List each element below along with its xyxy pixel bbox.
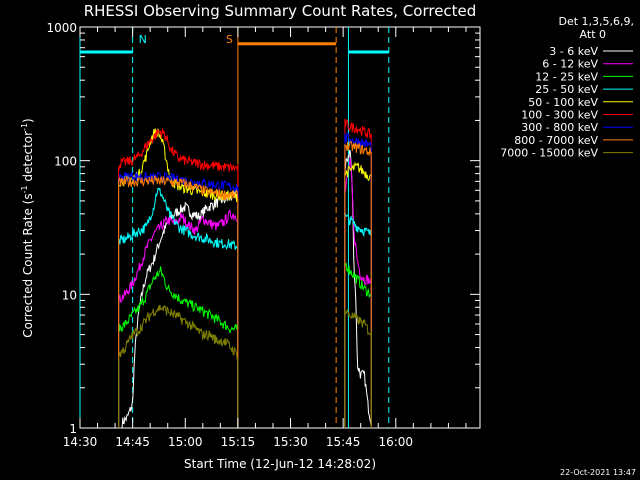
legend-header-line1: Det 1,3,5,6,9, (558, 15, 634, 28)
x-tick-label-4: 15:30 (273, 435, 308, 449)
x-tick-label-0: 14:30 (63, 435, 98, 449)
plot-border (79, 26, 481, 429)
series-25-50-kev-segment-0 (118, 188, 239, 428)
series-100-300-kev-segment-0 (118, 128, 239, 428)
series-300-800-kev-segment-1 (344, 132, 372, 428)
series-100-300-kev-segment-1 (344, 118, 372, 428)
y-axis-label: Corrected Count Rate (s-1 detector-1) (20, 118, 35, 337)
y-tick-label-1: 10 (62, 288, 77, 302)
y-tick-label-3: 1000 (46, 21, 77, 35)
x-tick-label-2: 15:00 (168, 435, 203, 449)
legend-label-300-800-kev: 300 - 800 keV (521, 121, 598, 134)
y-axis-label-part3: ) (21, 118, 35, 123)
plot-frame (79, 26, 481, 429)
series-7000-15000-kev-segment-1 (344, 308, 372, 428)
series-12-25-kev-segment-1 (344, 261, 372, 428)
series-layer (118, 118, 372, 428)
series-3-6-kev-segment-1 (344, 149, 372, 428)
series-800-7000-kev-segment-0 (118, 174, 239, 428)
legend-label-12-25-kev: 12 - 25 keV (535, 70, 598, 83)
y-tick-label-0: 1 (69, 422, 77, 436)
x-tick-label-1: 14:45 (115, 435, 150, 449)
legend-label-3-6-kev: 3 - 6 keV (549, 45, 598, 58)
y-tick-label-2: 100 (54, 155, 77, 169)
legend-label-50-100-kev: 50 - 100 keV (528, 96, 598, 109)
series-50-100-kev-segment-1 (344, 161, 372, 428)
plot-timestamp: 22-Oct-2021 13:47 (560, 468, 636, 477)
y-axis-label-sup1: -1 (20, 185, 29, 193)
x-tick-label-6: 16:00 (378, 435, 413, 449)
series-7000-15000-kev-segment-0 (118, 304, 239, 428)
chart-title: RHESSI Observing Summary Count Rates, Co… (84, 2, 477, 20)
legend-label-6-12-kev: 6 - 12 keV (542, 58, 598, 71)
legend-label-7000-15000-kev: 7000 - 15000 keV (500, 147, 598, 160)
legend-label-25-50-kev: 25 - 50 keV (535, 83, 598, 96)
legend-label-100-300-kev: 100 - 300 keV (521, 109, 598, 122)
x-axis-label: Start Time (12-Jun-12 14:28:02) (184, 457, 376, 471)
axes-layer: 1 10 100 1000 14:30 14:45 15:00 15:15 15:30 15:45… (46, 21, 480, 449)
x-tick-label-3: 15:15 (221, 435, 256, 449)
marker-label-n: N (139, 33, 147, 46)
marker-label-s: S (226, 33, 233, 46)
y-axis-label-sup2: -1 (20, 123, 29, 131)
series-25-50-kev-segment-1 (344, 212, 372, 428)
occultation-bars (80, 42, 389, 54)
series-800-7000-kev-segment-1 (344, 140, 372, 428)
x-tick-label-5: 15:45 (326, 435, 361, 449)
y-axis-label-part1: Corrected Count Rate (s (21, 193, 35, 337)
series-6-12-kev-segment-1 (344, 157, 372, 428)
series-6-12-kev-segment-0 (118, 208, 239, 428)
series-12-25-kev-segment-0 (118, 266, 239, 428)
legend-label-800-7000-kev: 800 - 7000 keV (514, 134, 598, 147)
y-axis-label-part2: detector (21, 131, 35, 186)
legend-header-line2: Att 0 (580, 28, 606, 41)
